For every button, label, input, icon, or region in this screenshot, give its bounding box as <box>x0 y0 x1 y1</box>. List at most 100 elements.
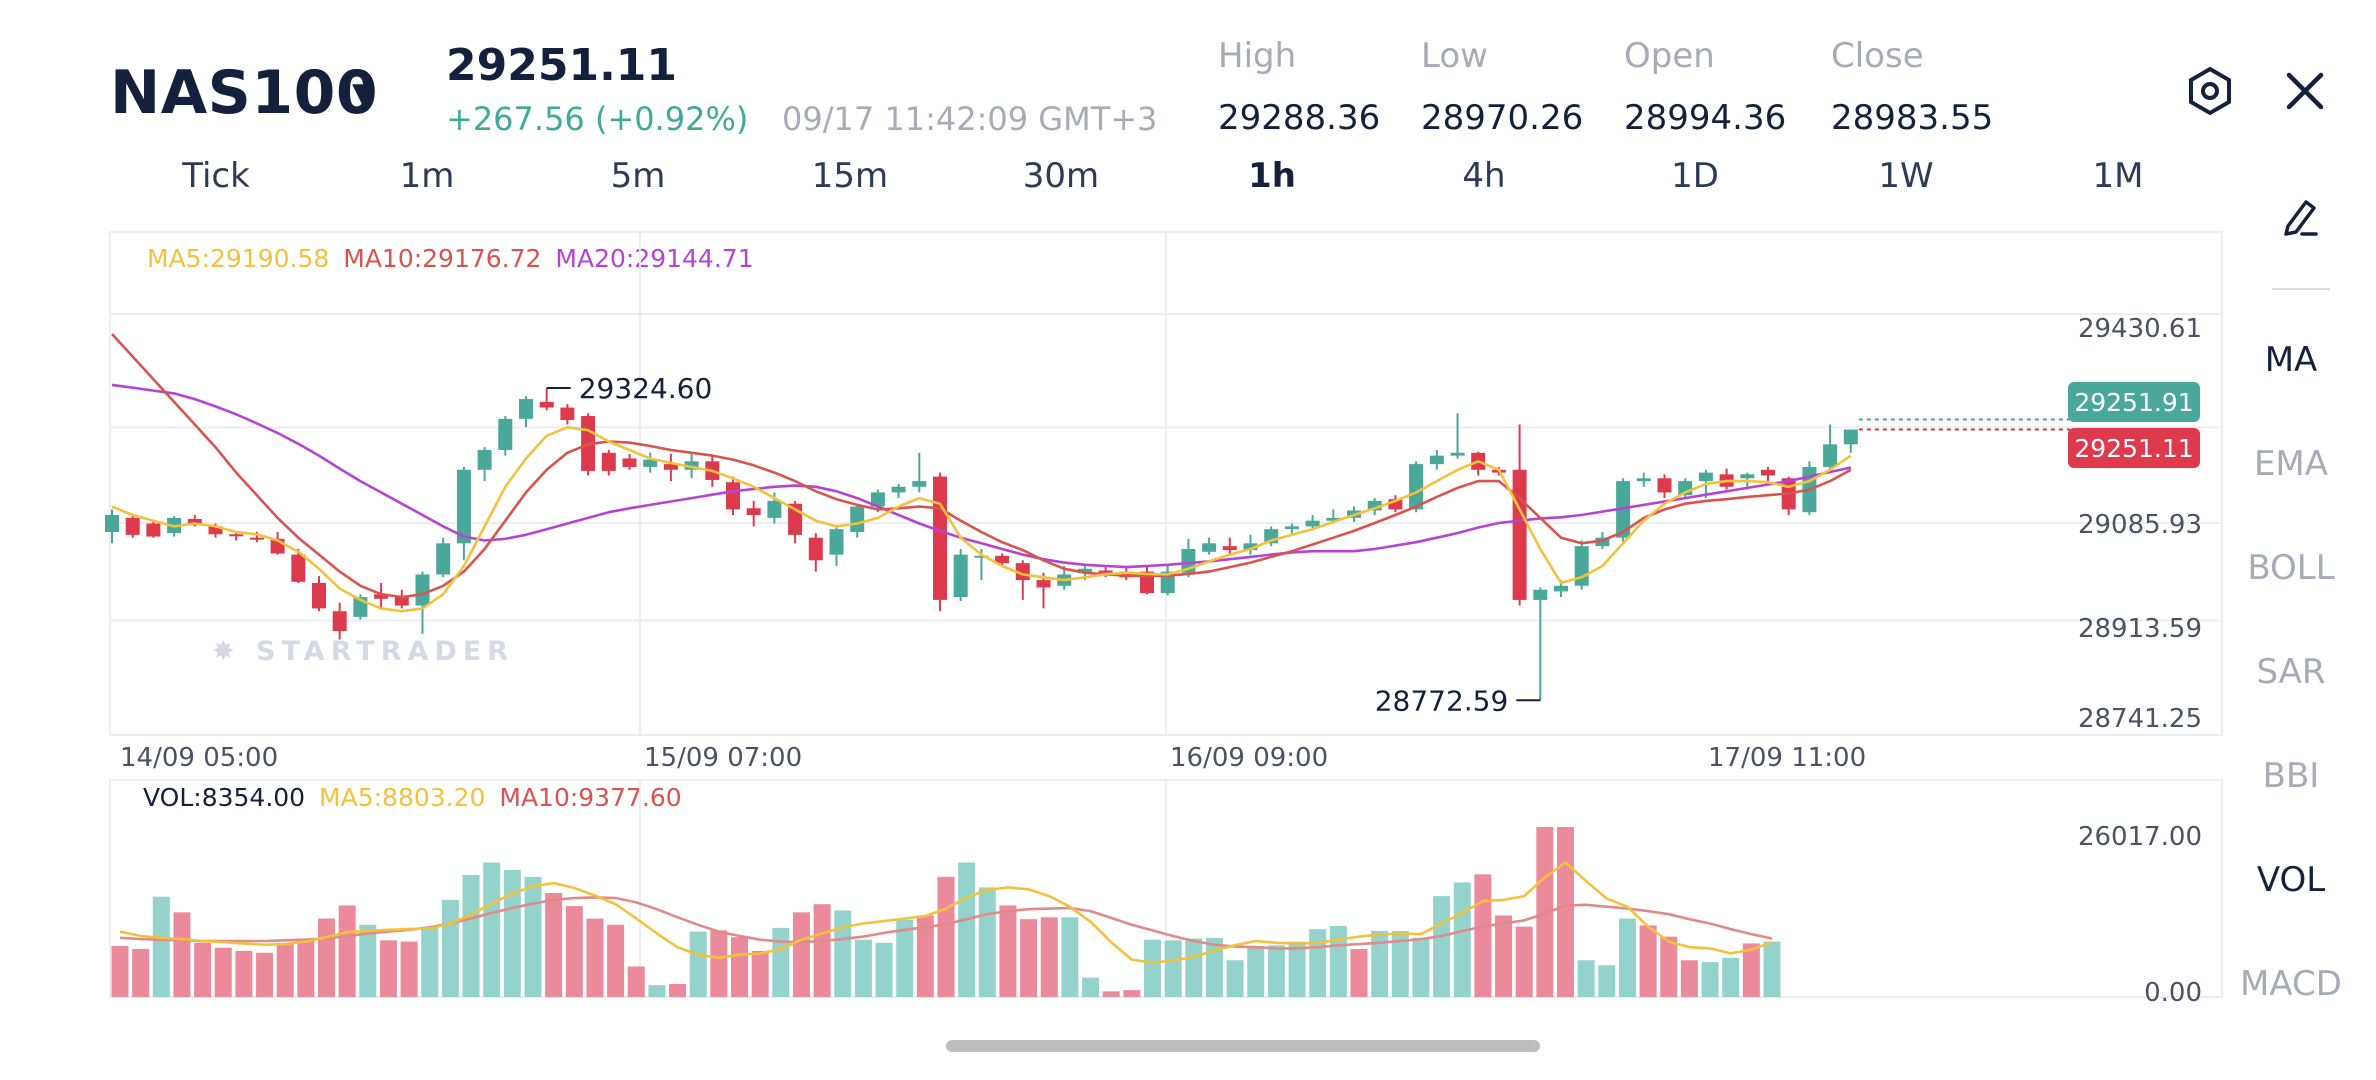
volume-bar <box>1164 940 1182 997</box>
volume-bar <box>813 904 831 997</box>
volume-bar <box>152 896 170 997</box>
symbol-dropdown-caret-icon[interactable]: ▼ <box>352 78 372 108</box>
candle-body <box>1450 452 1465 456</box>
tab-1m[interactable]: 1M <box>2092 156 2144 196</box>
volume-bar <box>421 927 439 997</box>
indicator-vol[interactable]: VOL <box>2256 860 2326 900</box>
volume-bar <box>173 912 191 997</box>
time-axis-tick: 16/09 09:00 <box>1170 743 1328 773</box>
ma10-line <box>111 333 1852 599</box>
candle-body <box>726 482 740 510</box>
candle-body <box>1388 499 1403 510</box>
candle-body <box>146 523 161 537</box>
home-indicator[interactable] <box>946 1040 1540 1052</box>
legend-ma5: MA5:29190.58 <box>147 244 330 273</box>
volume-bar <box>276 942 294 997</box>
volume-bar <box>132 949 150 997</box>
volume-bar <box>359 924 377 997</box>
volume-bar <box>999 905 1017 997</box>
symbol-title[interactable]: NAS100 <box>110 58 379 128</box>
volume-bar <box>1495 915 1513 997</box>
last-price-badge-down <box>2068 428 2200 468</box>
volume-bar <box>235 950 253 997</box>
draw-tool-icon[interactable] <box>2280 194 2320 242</box>
indicator-bbi[interactable]: BBI <box>2262 756 2320 796</box>
volume-bar <box>1474 874 1492 997</box>
candle-body <box>850 506 865 533</box>
candle-body <box>1554 585 1568 592</box>
tab-tick[interactable]: Tick <box>182 156 250 196</box>
volume-bar <box>1453 882 1471 997</box>
volume-bar <box>627 966 645 997</box>
candle-body <box>933 476 947 600</box>
close-icon[interactable] <box>2284 70 2326 116</box>
indicator-macd[interactable]: MACD <box>2240 964 2342 1004</box>
watermark: ✸ STARTRADER <box>212 636 514 667</box>
volume-bar <box>1288 941 1306 997</box>
volume-legend: VOL:8354.00 MA5:8803.20 MA10:9377.60 <box>143 783 682 812</box>
tab-1m[interactable]: 1m <box>399 156 455 196</box>
stat-value-high: 29288.36 <box>1218 98 1381 138</box>
settings-icon[interactable] <box>2186 66 2234 120</box>
candle-body <box>1843 429 1858 445</box>
main-legend: MA5:29190.58 MA10:29176.72 MA20:29144.71 <box>147 244 754 273</box>
price-axis-tick: 28913.59 <box>2078 614 2202 644</box>
candle-body <box>312 582 326 609</box>
candle-body <box>1409 464 1424 510</box>
volume-bar <box>854 939 872 997</box>
volume-bar <box>1226 960 1244 997</box>
legend-vol-ma10: MA10:9377.60 <box>499 783 682 812</box>
price-axis-tick: 29430.61 <box>2078 314 2202 344</box>
side-divider <box>2272 288 2330 290</box>
volume-bar <box>607 924 625 997</box>
indicator-boll[interactable]: BOLL <box>2247 548 2335 588</box>
volume-bar <box>1247 945 1265 997</box>
candle-body <box>1222 546 1237 551</box>
tab-4h[interactable]: 4h <box>1462 156 1506 196</box>
volume-bar <box>1557 827 1574 997</box>
watermark-icon: ✸ <box>212 636 241 667</box>
max-price-label: 29324.60 <box>579 372 713 405</box>
volume-bar <box>545 893 563 997</box>
tab-1w[interactable]: 1W <box>1878 156 1934 196</box>
candle-body <box>1740 474 1755 479</box>
tab-1d[interactable]: 1D <box>1671 156 1719 196</box>
volume-bar <box>565 906 583 997</box>
min-price-label: 28772.59 <box>1375 684 1509 717</box>
indicator-ema[interactable]: EMA <box>2253 444 2329 484</box>
volume-bar <box>256 952 274 997</box>
tab-5m[interactable]: 5m <box>610 156 666 196</box>
candle-body <box>1243 543 1258 551</box>
volume-bar <box>1267 945 1285 997</box>
candle-body <box>995 555 1010 564</box>
volume-bar <box>751 950 769 997</box>
price-axis-tick: 28741.25 <box>2078 704 2202 734</box>
volume-bar <box>297 938 315 997</box>
candle-body <box>1823 444 1838 467</box>
volume-bar <box>689 931 707 997</box>
current-price: 29251.11 <box>446 40 678 91</box>
volume-bar <box>978 887 996 997</box>
volume-bar <box>586 918 604 997</box>
candle-body <box>291 554 306 582</box>
volume-bar <box>710 930 728 997</box>
volume-bar <box>1144 939 1161 997</box>
legend-vol: VOL:8354.00 <box>143 783 306 812</box>
tab-30m[interactable]: 30m <box>1022 156 1100 196</box>
tab-1h[interactable]: 1h <box>1248 156 1296 196</box>
indicator-ma[interactable]: MA <box>2264 340 2318 380</box>
indicator-sar[interactable]: SAR <box>2256 652 2326 692</box>
volume-bar <box>1577 960 1595 997</box>
candle-body <box>539 401 554 408</box>
candle-body <box>684 461 699 470</box>
legend-ma10: MA10:29176.72 <box>343 244 542 273</box>
candle-body <box>436 543 451 575</box>
candle-body <box>415 574 430 606</box>
volume-bar <box>1722 957 1740 997</box>
candle-body <box>1657 478 1672 493</box>
candle-body <box>870 492 885 507</box>
volume-bar <box>1433 896 1451 997</box>
candle-body <box>249 537 264 540</box>
tab-15m[interactable]: 15m <box>811 156 889 196</box>
